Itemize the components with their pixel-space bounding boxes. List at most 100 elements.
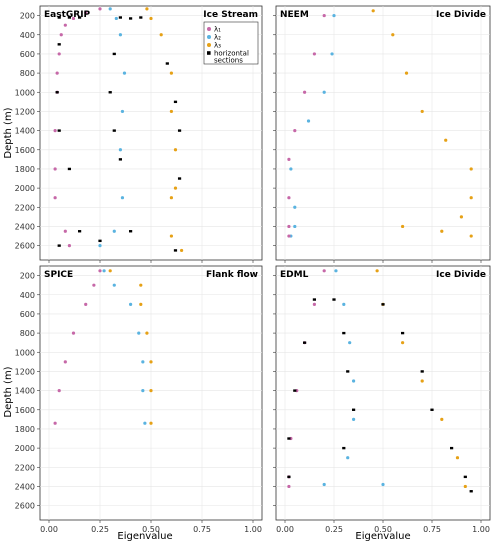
data-point-l3 bbox=[459, 215, 463, 219]
data-point-horizontal-section bbox=[57, 129, 61, 132]
data-point-horizontal-section bbox=[177, 177, 182, 180]
data-point-horizontal-section bbox=[342, 446, 346, 450]
depth-axis-label-bottom: Depth (m) bbox=[3, 366, 14, 417]
tick-label-y: 2200 bbox=[15, 463, 35, 472]
tick-label-y: 1000 bbox=[15, 348, 35, 357]
data-point-l3 bbox=[391, 33, 395, 37]
tick-label-x: 0.00 bbox=[276, 525, 294, 534]
tick-label-y: 400 bbox=[20, 291, 35, 300]
data-point-l3 bbox=[145, 331, 149, 335]
tick-label-y: 600 bbox=[20, 50, 35, 59]
tick-label-y: 1800 bbox=[15, 425, 35, 434]
data-point-l2 bbox=[352, 417, 356, 421]
panel-title: NEEM bbox=[280, 10, 309, 20]
data-point-l1 bbox=[53, 196, 57, 200]
legend-swatch-l1 bbox=[207, 27, 211, 31]
data-point-l2 bbox=[118, 33, 122, 37]
legend-swatch-l3 bbox=[207, 43, 211, 47]
data-point-l3 bbox=[375, 269, 379, 273]
tick-label-y: 800 bbox=[20, 329, 35, 338]
data-point-l1 bbox=[287, 157, 291, 161]
data-point-l2 bbox=[330, 52, 334, 56]
data-point-horizontal-section bbox=[139, 16, 143, 19]
data-point-l1 bbox=[63, 360, 67, 364]
panel-subtitle: Ice Divide bbox=[436, 10, 486, 20]
data-point-l3 bbox=[455, 456, 460, 460]
legend-label-horizontal-sections-2: sections bbox=[214, 57, 243, 65]
tick-label-y: 1000 bbox=[15, 88, 35, 97]
tick-label-x: 1.00 bbox=[244, 525, 262, 534]
data-point-l2 bbox=[346, 456, 350, 460]
data-point-l1 bbox=[57, 52, 61, 56]
data-point-horizontal-section bbox=[430, 408, 434, 411]
data-point-horizontal-section bbox=[129, 17, 133, 20]
legend-swatch-horizontal-sections bbox=[207, 51, 211, 55]
tick-label-x: 0.00 bbox=[40, 525, 58, 534]
tick-label-y: 2000 bbox=[15, 184, 35, 193]
data-point-l2 bbox=[98, 244, 102, 248]
data-point-l1 bbox=[293, 129, 297, 133]
data-point-horizontal-section bbox=[420, 370, 424, 373]
tick-label-y: 2600 bbox=[15, 242, 35, 251]
panel-edml: 0.00 0.25 0.50 0.75 1.00 EDML Ice Divide bbox=[273, 265, 491, 534]
data-point-horizontal-section bbox=[346, 370, 350, 373]
data-point-l3 bbox=[169, 109, 173, 114]
tick-label-x: 0.50 bbox=[142, 525, 160, 534]
data-point-l1 bbox=[322, 269, 326, 273]
data-point-horizontal-section bbox=[450, 446, 454, 450]
data-point-l2 bbox=[334, 269, 338, 273]
data-point-l1 bbox=[287, 224, 291, 229]
data-point-horizontal-section bbox=[287, 475, 291, 479]
data-point-horizontal-section bbox=[469, 490, 473, 493]
data-point-l1 bbox=[67, 244, 71, 248]
data-point-horizontal-section bbox=[332, 298, 336, 301]
data-point-l3 bbox=[159, 33, 163, 37]
tick-label-x: 0.25 bbox=[325, 525, 343, 534]
data-point-l3 bbox=[139, 302, 143, 306]
data-point-l3 bbox=[149, 389, 153, 393]
data-point-l3 bbox=[169, 196, 173, 200]
data-point-l3 bbox=[401, 224, 405, 229]
tick-label-y: 200 bbox=[20, 12, 35, 21]
data-point-l1 bbox=[84, 302, 88, 306]
data-point-horizontal-section bbox=[173, 100, 178, 104]
data-point-l1 bbox=[98, 7, 102, 11]
panel-subtitle: Ice Stream bbox=[203, 10, 258, 20]
data-point-l1 bbox=[303, 90, 307, 94]
data-point-horizontal-section bbox=[57, 244, 61, 247]
data-point-horizontal-section bbox=[67, 16, 71, 19]
data-point-l1 bbox=[287, 484, 291, 489]
data-point-l3 bbox=[440, 229, 444, 233]
data-point-l1 bbox=[287, 234, 291, 238]
data-point-l3 bbox=[401, 341, 405, 345]
data-point-horizontal-section bbox=[381, 303, 385, 306]
data-point-l2 bbox=[332, 13, 336, 18]
data-point-l2 bbox=[108, 7, 112, 11]
data-point-l2 bbox=[322, 90, 326, 94]
data-point-l1 bbox=[53, 167, 57, 171]
data-point-horizontal-section bbox=[78, 230, 82, 233]
tick-label-y: 1600 bbox=[15, 406, 35, 415]
tick-label-y: 1600 bbox=[15, 146, 35, 155]
data-point-l3 bbox=[180, 248, 184, 253]
panel-subtitle: Flank flow bbox=[206, 270, 258, 280]
data-point-l3 bbox=[169, 234, 173, 238]
tick-label-y: 200 bbox=[20, 272, 35, 281]
data-point-l2 bbox=[102, 269, 106, 273]
data-point-horizontal-section bbox=[108, 91, 112, 94]
data-point-l3 bbox=[169, 71, 173, 75]
panel-title: EastGRIP bbox=[44, 10, 91, 20]
data-point-l3 bbox=[440, 417, 444, 421]
data-point-l3 bbox=[469, 196, 473, 200]
tick-label-y: 2400 bbox=[15, 482, 35, 491]
data-point-l2 bbox=[120, 109, 125, 114]
x-axis-label-right: Eigenvalue bbox=[355, 531, 410, 542]
panel-subtitle: Ice Divide bbox=[436, 270, 486, 280]
data-point-l3 bbox=[469, 234, 473, 238]
data-point-horizontal-section bbox=[55, 91, 59, 94]
data-point-horizontal-section bbox=[312, 298, 316, 301]
panel-title: EDML bbox=[280, 270, 309, 280]
data-point-l3 bbox=[463, 484, 467, 489]
data-point-horizontal-section bbox=[303, 341, 307, 344]
tick-label-x: 0.75 bbox=[423, 525, 441, 534]
